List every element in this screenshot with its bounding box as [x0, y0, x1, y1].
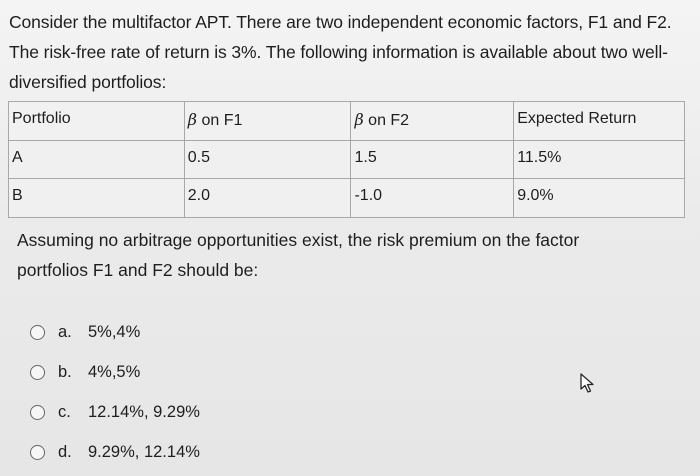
- table-header-row: Portfolio β on F1 β on F2 Expected Retur…: [8, 101, 685, 141]
- option-c[interactable]: c. 12.14%, 9.29%: [30, 392, 200, 432]
- option-text: 5%,4%: [88, 322, 141, 341]
- answer-options: a. 5%,4% b. 4%,5% c. 12.14%, 9.29% d. 9.…: [30, 312, 200, 472]
- radio-button[interactable]: [30, 404, 45, 420]
- cell-beta-f1: 2.0: [183, 178, 352, 218]
- option-d[interactable]: d. 9.29%, 12.14%: [30, 432, 200, 472]
- prompt-text: Assuming no arbitrage opportunities exis…: [17, 230, 580, 280]
- option-letter: d.: [58, 442, 72, 461]
- cell-expected-return: 9.0%: [513, 178, 685, 218]
- header-beta-f1-label: on F1: [197, 112, 243, 129]
- option-letter: c.: [58, 402, 71, 421]
- radio-button[interactable]: [30, 324, 45, 340]
- radio-button[interactable]: [30, 364, 45, 380]
- cell-portfolio: A: [8, 140, 185, 179]
- cell-beta-f2: 1.5: [350, 140, 515, 179]
- option-a[interactable]: a. 5%,4%: [30, 312, 200, 352]
- header-beta-f1: β on F1: [183, 101, 352, 141]
- option-letter: b.: [58, 362, 72, 381]
- radio-button[interactable]: [30, 444, 45, 460]
- cell-beta-f1: 0.5: [183, 140, 352, 179]
- cell-expected-return: 11.5%: [513, 140, 685, 179]
- question-text: Consider the multifactor APT. There are …: [9, 12, 672, 92]
- mouse-pointer-icon: [580, 373, 594, 393]
- table-row: B 2.0 -1.0 9.0%: [8, 178, 685, 218]
- option-text: 12.14%, 9.29%: [88, 402, 200, 421]
- table-row: A 0.5 1.5 11.5%: [8, 140, 685, 179]
- beta-symbol: β: [354, 110, 364, 129]
- option-text: 4%,5%: [88, 362, 141, 381]
- cell-portfolio: B: [8, 178, 185, 218]
- option-b[interactable]: b. 4%,5%: [30, 352, 200, 392]
- option-letter: a.: [58, 322, 72, 341]
- option-text: 9.29%, 12.14%: [88, 442, 200, 461]
- header-beta-f2: β on F2: [350, 101, 515, 141]
- header-beta-f2-label: on F2: [363, 112, 410, 129]
- cell-beta-f2: -1.0: [350, 178, 515, 218]
- header-expected-return: Expected Return: [513, 101, 685, 141]
- portfolio-table: Portfolio β on F1 β on F2 Expected Retur…: [8, 101, 685, 218]
- beta-symbol: β: [187, 110, 198, 129]
- header-portfolio: Portfolio: [8, 101, 185, 141]
